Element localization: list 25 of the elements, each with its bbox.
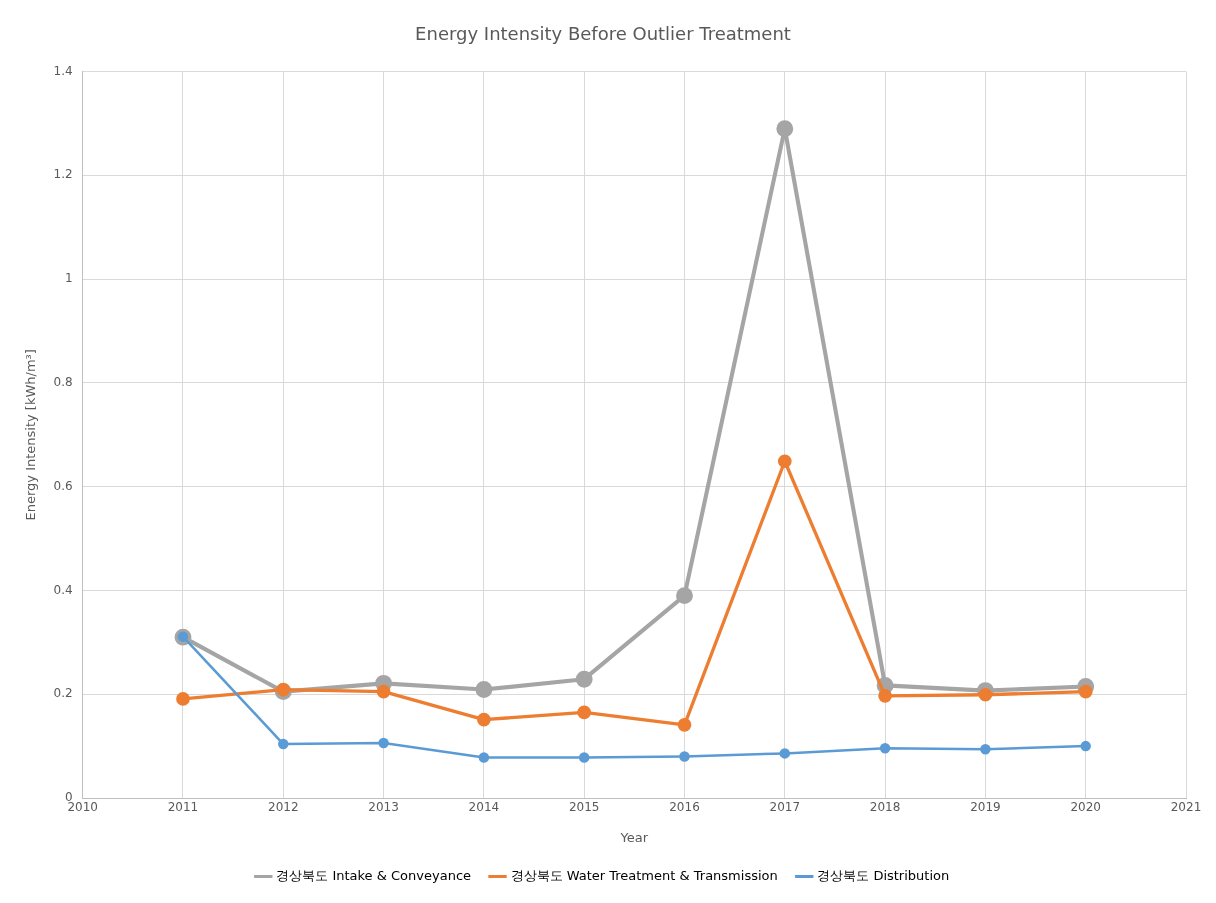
x-tick-label: 2011 (167, 800, 199, 815)
y-tick-label: 0.2 (53, 686, 73, 701)
x-tick-label: 2019 (970, 800, 1001, 815)
legend-label: 경상북도 Intake & Conveyance (276, 867, 472, 883)
x-tick-label: 2015 (568, 800, 600, 815)
x-tick-label: 2012 (268, 800, 299, 815)
legend-label: 경상북도 Water Treatment & Transmission (510, 867, 778, 883)
y-tick-label: 0.6 (53, 478, 73, 493)
x-tick-label: 2013 (368, 800, 399, 815)
y-tick-label: 0.4 (53, 582, 73, 597)
x-tick-label: 2010 (67, 800, 98, 815)
x-axis-title: Year (619, 829, 649, 845)
chart-title: Energy Intensity Before Outlier Treatment (415, 23, 791, 45)
x-tick-label: 2014 (468, 800, 500, 815)
y-tick-label: 1 (65, 271, 73, 286)
x-tick-label: 2020 (1070, 800, 1101, 815)
y-tick-label: 0.8 (53, 375, 73, 390)
x-tick-label: 2021 (1170, 800, 1202, 815)
x-tick-label: 2018 (869, 800, 901, 815)
y-tick-label: 1.4 (53, 63, 73, 78)
legend-label: 경상북도 Distribution (817, 867, 950, 883)
y-tick-label: 1.2 (53, 167, 73, 182)
x-tick-label: 2017 (769, 800, 801, 815)
x-tick-label: 2016 (669, 800, 700, 815)
y-axis-title: Energy Intensity [kWh/m³] (23, 349, 39, 521)
